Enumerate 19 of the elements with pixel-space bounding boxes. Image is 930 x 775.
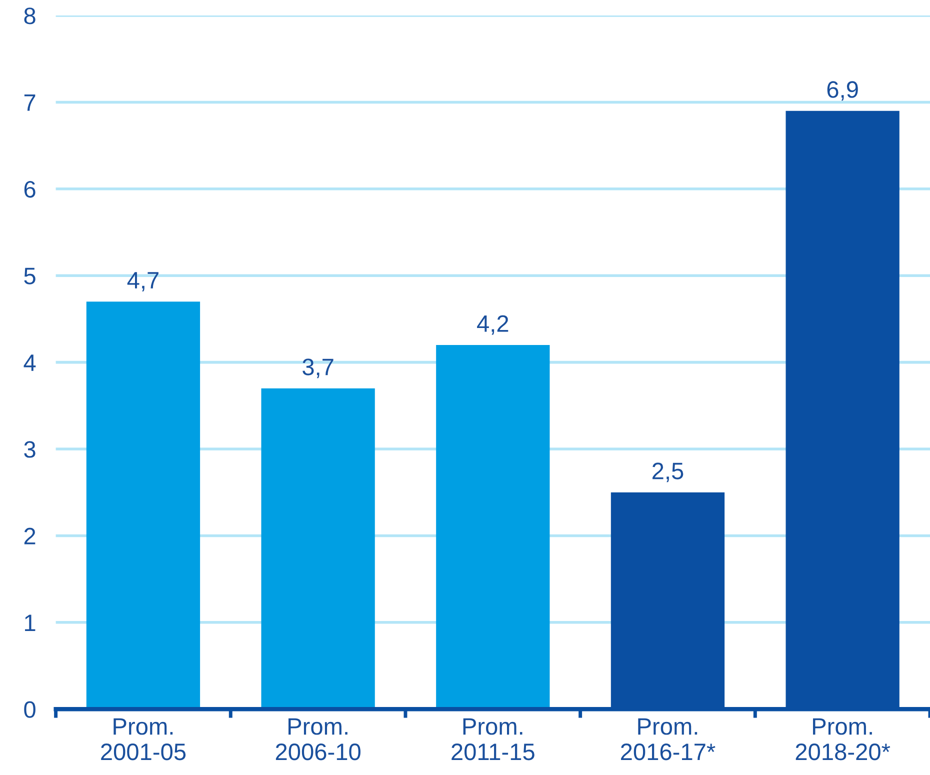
y-tick-label: 1	[25, 614, 36, 631]
y-tick-label: 0	[24, 701, 36, 718]
y-tick-label: 3	[24, 441, 36, 458]
x-tick-label: Prom. 2001-05	[101, 718, 186, 760]
y-tick-label: 7	[24, 94, 36, 111]
data-label: 2,5	[652, 462, 684, 482]
x-tick-label: Prom. 2011-15	[452, 718, 534, 760]
x-tick-label: Prom. 2016-17*	[621, 718, 716, 760]
data-label: 6,9	[827, 81, 858, 101]
data-label: 3,7	[302, 358, 334, 378]
y-tick-label: 8	[24, 8, 36, 24]
y-tick-label: 4	[24, 354, 36, 371]
x-tick-label: Prom. 2018-20*	[796, 718, 890, 760]
x-tick-label: Prom. 2006-10	[276, 718, 360, 760]
y-tick-label: 6	[24, 180, 36, 198]
y-tick-label: 5	[24, 268, 36, 284]
y-tick-label: 2	[24, 528, 36, 544]
data-label: 4,7	[127, 272, 158, 292]
data-label: 4,2	[477, 315, 508, 335]
